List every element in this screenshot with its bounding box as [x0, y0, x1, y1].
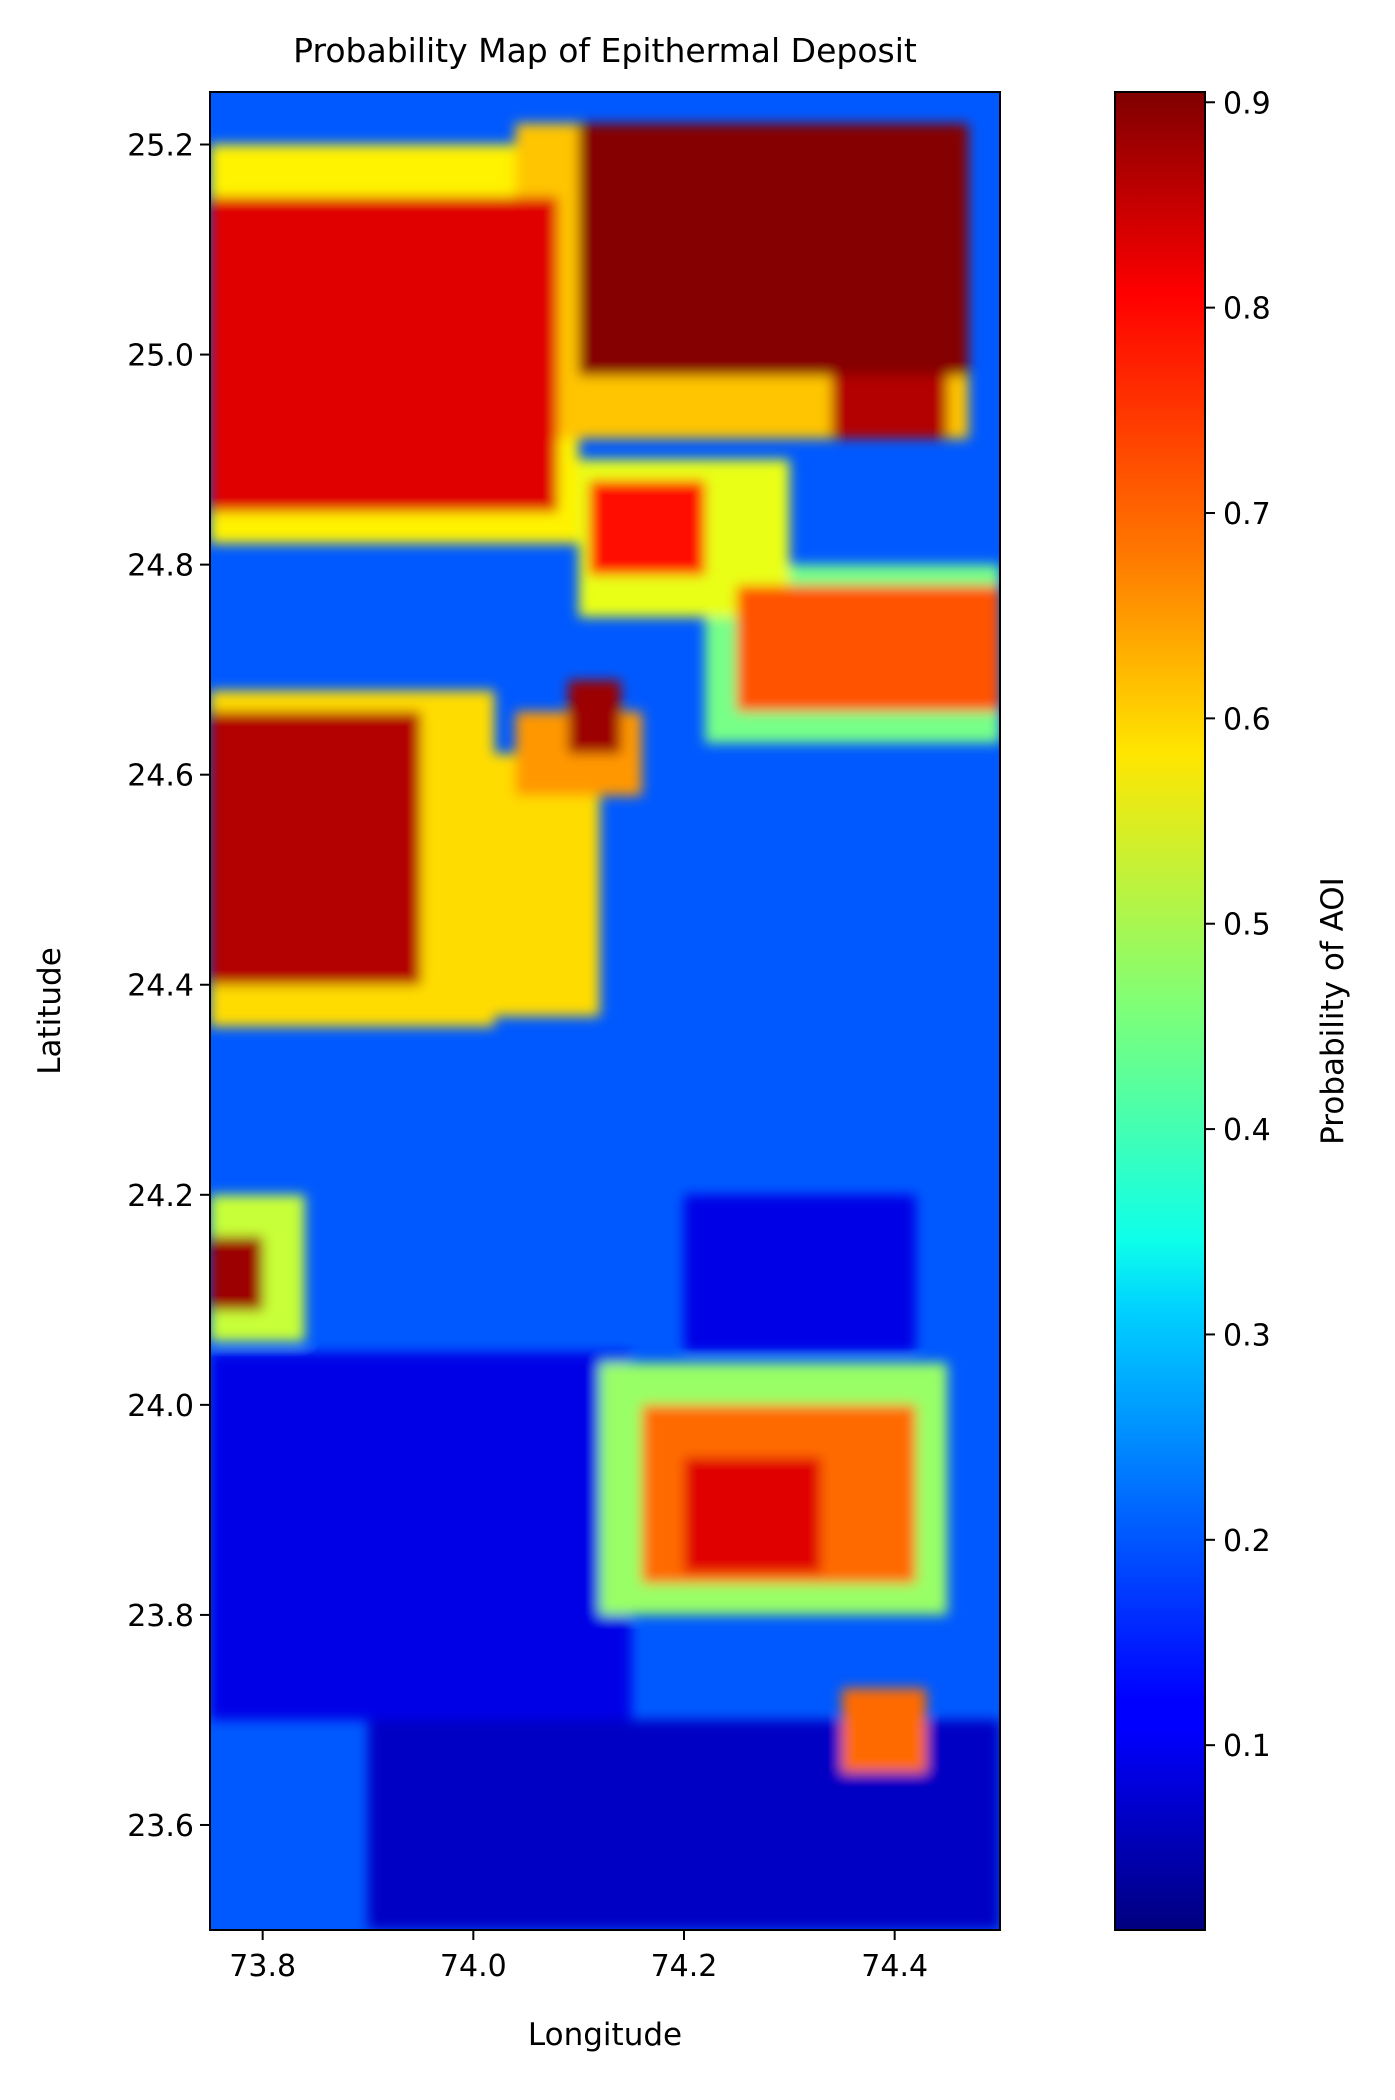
- x-tick-label: 74.0: [440, 1949, 507, 1984]
- y-tick-label: 23.6: [127, 1809, 194, 1844]
- heatmap-region-west-center-yellow: [441, 753, 600, 1017]
- heatmap-region-southeast-square: [842, 1688, 927, 1773]
- colorbar-tick-label: 0.8: [1223, 292, 1271, 327]
- y-tick-label: 24.4: [127, 969, 194, 1004]
- y-tick-label: 24.0: [127, 1389, 194, 1424]
- colorbar-ticks: 0.1 0.2 0.3 0.4 0.5 0.6 0.7 0.8 0.9: [1205, 86, 1271, 1764]
- colorbar-tick-label: 0.6: [1223, 702, 1271, 737]
- heatmap-region-southwest-blue: [210, 1352, 632, 1720]
- heatmap-region-southwest-edge-red: [210, 1236, 263, 1311]
- heatmap-region-west-red: [210, 711, 421, 985]
- colorbar-tick-label: 0.1: [1223, 1729, 1271, 1764]
- x-axis: 73.8 74.0 74.2 74.4: [229, 1930, 928, 1984]
- heatmap-area: [210, 92, 1000, 1930]
- heatmap-region-small-dark-red: [568, 680, 621, 754]
- x-axis-label: Longitude: [528, 2017, 682, 2053]
- heatmap-region-central-blue: [684, 1194, 916, 1353]
- plot-frame: [209, 91, 1001, 1931]
- x-tick-label: 74.4: [861, 1949, 928, 1984]
- y-axis-label: Latitude: [32, 947, 68, 1075]
- heatmap-region-south-red: [684, 1457, 821, 1573]
- colorbar-tick-label: 0.7: [1223, 497, 1271, 532]
- colorbar-label: Probability of AOI: [1315, 877, 1351, 1145]
- colorbar-tick-label: 0.3: [1223, 1318, 1271, 1353]
- y-tick-label: 24.6: [127, 759, 194, 794]
- heatmap-region-northwest-red: [210, 197, 558, 513]
- heatmap-region-central-north-patch: [589, 480, 706, 576]
- y-tick-label: 25.0: [127, 339, 194, 374]
- x-tick-label: 73.8: [229, 1949, 296, 1984]
- x-tick-label: 74.2: [651, 1949, 718, 1984]
- heatmap-region-east-orange: [736, 585, 1000, 712]
- colorbar-gradient: [1114, 91, 1206, 1931]
- heatmap-cells: [210, 123, 1000, 1930]
- colorbar-tick-label: 0.4: [1223, 1113, 1271, 1148]
- colorbar-tick-label: 0.5: [1223, 908, 1271, 943]
- y-tick-label: 24.2: [127, 1179, 194, 1214]
- y-tick-label: 25.2: [127, 129, 194, 164]
- chart-title: Probability Map of Epithermal Deposit: [293, 31, 917, 70]
- y-tick-label: 23.8: [127, 1599, 194, 1634]
- y-axis: 23.6 23.8 24.0 24.2 24.4 24.6 24.8 25.0 25.2: [127, 129, 210, 1844]
- colorbar-tick-label: 0.2: [1223, 1524, 1271, 1559]
- colorbar: 0.1 0.2 0.3 0.4 0.5 0.6 0.7 0.8 0.9 Probability …: [1114, 86, 1351, 1931]
- y-tick-label: 24.8: [127, 549, 194, 584]
- colorbar-tick-label: 0.9: [1223, 86, 1271, 121]
- heatmap-region-northeast-dark-red: [578, 123, 969, 376]
